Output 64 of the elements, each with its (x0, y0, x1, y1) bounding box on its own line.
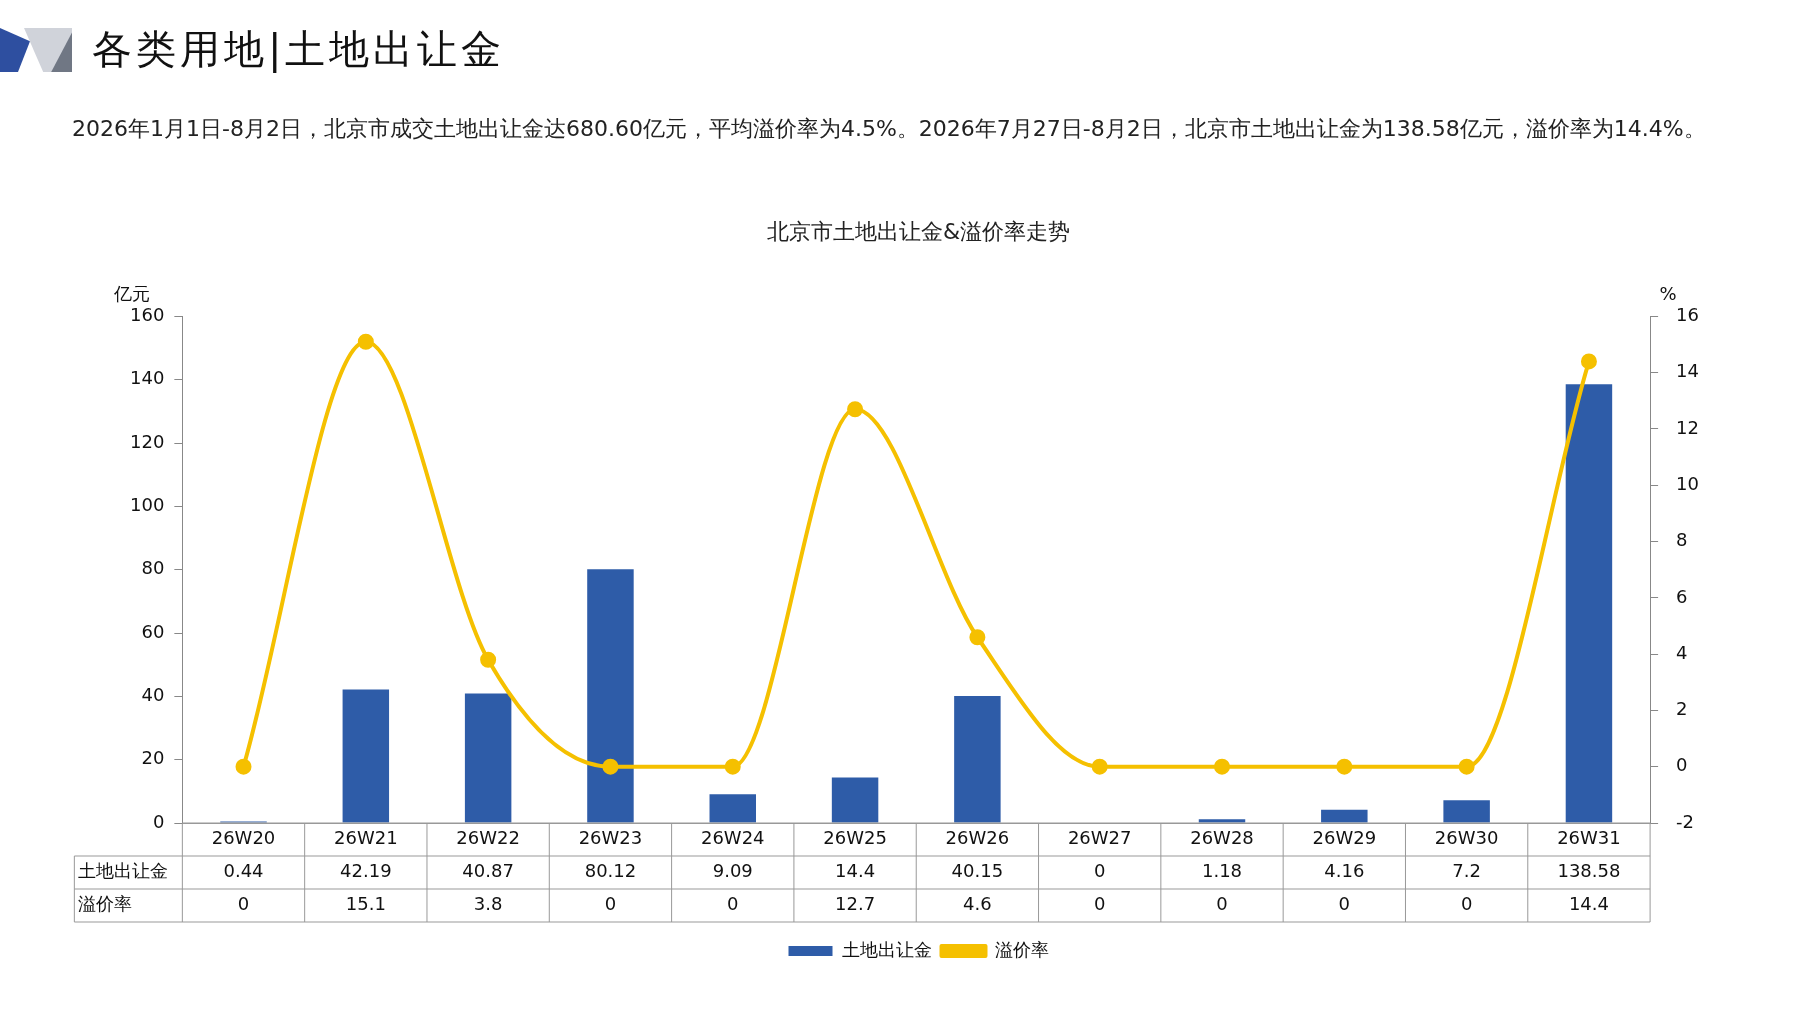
x-tick-label: 26W27 (1067, 827, 1132, 849)
y2-tick-label: 14 (1676, 360, 1699, 382)
y-tick-label: 100 (130, 494, 165, 516)
data-label: 138.58 (1557, 860, 1621, 882)
legend-label: 溢价率 (994, 938, 1049, 960)
x-tick-label: 26W25 (823, 827, 887, 849)
data-label: 0.44 (223, 860, 264, 882)
y-tick-label: 0 (152, 810, 165, 832)
y-axis-title: 亿元 (113, 283, 151, 305)
data-label: 0 (727, 893, 739, 915)
text: 各类用地|土地出让金 (92, 25, 506, 75)
data-label: 0 (604, 893, 617, 915)
x-tick-label: 26W31 (1557, 827, 1621, 849)
x-tick-label: 26W22 (456, 827, 520, 849)
data-label: 0 (1093, 860, 1106, 882)
y2-tick-label: 8 (1676, 529, 1688, 551)
data-label: 9.09 (712, 860, 753, 882)
x-tick-label: 26W23 (578, 827, 643, 849)
data-label: 0 (1216, 893, 1228, 915)
x-tick-label: 26W26 (945, 827, 1010, 849)
y-tick-label: 40 (141, 684, 165, 706)
x-tick-label: 26W21 (334, 827, 398, 849)
data-label: 14.4 (835, 860, 876, 882)
data-label: 14.4 (1568, 893, 1609, 915)
data-label: 42.19 (340, 860, 392, 882)
data-label: 80.12 (584, 860, 637, 882)
y2-tick-label: 0 (1676, 754, 1688, 776)
data-label: 4.6 (963, 893, 992, 915)
y-tick-label: 160 (130, 304, 165, 326)
y2-axis-title: % (1659, 283, 1677, 305)
y2-tick-label: 16 (1676, 304, 1699, 326)
y-tick-label: 120 (130, 430, 165, 452)
y2-tick-label: 2 (1676, 698, 1688, 720)
data-label: 12.7 (835, 893, 876, 915)
y-tick-label: 20 (141, 747, 165, 769)
data-label: 4.16 (1324, 860, 1365, 882)
x-tick-label: 26W20 (211, 827, 276, 849)
y2-tick-label: 10 (1676, 472, 1699, 494)
y-tick-label: 80 (141, 557, 165, 579)
y2-tick-label: 6 (1676, 585, 1688, 607)
x-tick-label: 26W28 (1190, 827, 1254, 849)
data-label: 40.87 (462, 860, 514, 882)
data-label: 0 (1460, 893, 1473, 915)
x-tick-label: 26W29 (1312, 827, 1377, 849)
data-label: 0 (1338, 893, 1351, 915)
data-label: 3.8 (473, 893, 503, 915)
text: 土地出让金 (78, 860, 169, 882)
data-label: 7.2 (1452, 860, 1481, 882)
data-label: 40.15 (951, 860, 1004, 882)
chart-title: 北京市土地出让金&溢价率走势 (766, 218, 1071, 244)
y2-tick-label: -2 (1676, 810, 1695, 832)
data-label: 0 (1093, 893, 1106, 915)
y2-tick-label: 4 (1676, 641, 1688, 663)
x-tick-label: 26W30 (1434, 827, 1499, 849)
legend-label: 土地出让金 (841, 938, 932, 960)
x-tick-label: 26W24 (700, 827, 765, 849)
y2-tick-label: 12 (1676, 416, 1699, 438)
data-label: 0 (237, 893, 250, 915)
text: 溢价率 (78, 893, 133, 915)
data-label: 15.1 (345, 893, 386, 915)
y-tick-label: 60 (141, 620, 165, 642)
y-tick-label: 140 (130, 367, 165, 389)
data-label: 1.18 (1201, 860, 1243, 882)
text: 2026年1月1日-8月2日，北京市成交土地出让金达680.60亿元，平均溢价率为4.5%。2026年7月27日-8月2日，北京市土地出让金为138.58亿元，溢价率为14.4%。 (72, 115, 1707, 143)
